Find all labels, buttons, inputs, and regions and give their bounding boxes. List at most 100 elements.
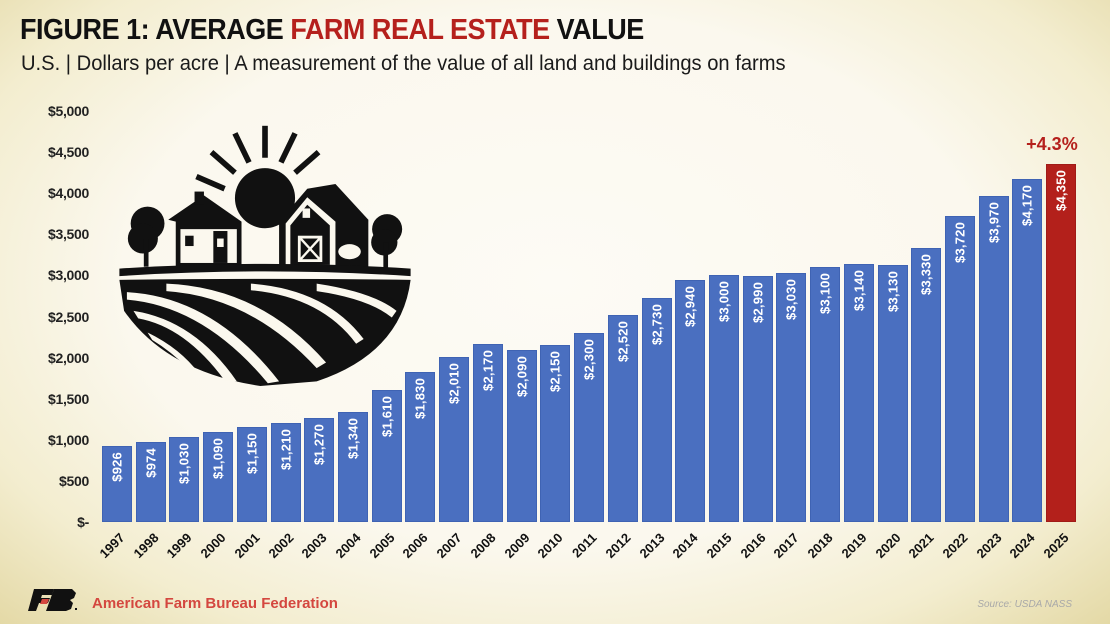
x-tick-label: 2006 xyxy=(400,530,432,562)
bar-value-label: $1,090 xyxy=(210,438,226,480)
bar: $4,170 xyxy=(1012,179,1043,522)
y-tick-label: $1,000 xyxy=(47,431,89,448)
bar-value-label: $1,030 xyxy=(176,443,192,485)
x-tick-label: 2022 xyxy=(939,530,971,562)
x-tick-label: 2014 xyxy=(669,530,701,562)
bar-value-label: $3,720 xyxy=(952,222,968,264)
bar-value-label: $1,270 xyxy=(311,423,327,465)
x-tick-label: 2004 xyxy=(332,530,364,562)
bar: $2,940 xyxy=(675,280,706,522)
bar-value-label: $974 xyxy=(143,447,159,478)
bar-value-label: $2,300 xyxy=(581,338,597,380)
bar: $1,830 xyxy=(405,371,436,522)
afbf-logo-icon xyxy=(28,589,77,611)
bar-value-label: $4,350 xyxy=(1053,170,1069,212)
title-accent: FARM REAL ESTATE xyxy=(290,14,550,46)
y-tick-label: $2,000 xyxy=(47,349,89,366)
x-tick-label: 2000 xyxy=(197,530,229,562)
bar: $2,010 xyxy=(439,356,470,522)
bar-value-label: $2,150 xyxy=(547,351,563,393)
x-tick-label: 2008 xyxy=(467,530,499,562)
bar: $2,090 xyxy=(506,350,537,522)
title-suffix: VALUE xyxy=(549,14,645,46)
bar-value-label: $3,970 xyxy=(986,201,1002,243)
x-tick-label: 2013 xyxy=(636,530,668,562)
bar-value-label: $2,010 xyxy=(446,362,462,404)
x-tick-label: 2025 xyxy=(1040,530,1072,562)
bar: $3,720 xyxy=(945,216,975,522)
bar: $2,730 xyxy=(641,297,672,522)
bar: $2,150 xyxy=(540,345,571,522)
bar-value-label: $3,330 xyxy=(918,254,934,296)
x-tick-label: 2020 xyxy=(872,530,904,562)
x-tick-label: 2003 xyxy=(298,530,330,562)
y-tick-label: $3,500 xyxy=(47,226,89,243)
x-tick-label: 1997 xyxy=(96,530,128,562)
x-tick-label: 1998 xyxy=(130,530,162,562)
x-tick-label: 2019 xyxy=(838,530,870,562)
x-tick-label: 2002 xyxy=(265,530,297,562)
bar-value-label: $2,090 xyxy=(514,356,530,398)
bar: $3,100 xyxy=(810,267,841,522)
bar: $1,340 xyxy=(338,411,369,522)
bar-value-label: $3,100 xyxy=(817,273,833,315)
bar: $3,130 xyxy=(877,264,908,522)
source-note: Source: USDA NASS xyxy=(977,599,1072,610)
bar-value-label: $926 xyxy=(109,451,125,482)
bar-value-label: $2,520 xyxy=(615,320,631,362)
bar-value-label: $1,150 xyxy=(244,433,260,475)
bar: $3,970 xyxy=(978,195,1009,522)
bar-highlight: $4,350 xyxy=(1046,164,1077,522)
bar-value-label: $1,340 xyxy=(345,417,361,459)
x-tick-label: 2023 xyxy=(973,530,1005,562)
bar: $2,990 xyxy=(742,276,773,522)
bar: $926 xyxy=(102,445,132,522)
x-tick-label: 2009 xyxy=(501,530,533,562)
farm-landscape-icon xyxy=(119,125,411,387)
y-tick-label: $500 xyxy=(59,472,89,489)
bar-value-label: $4,170 xyxy=(1019,185,1035,227)
bar-value-label: $3,130 xyxy=(885,270,901,312)
bar: $3,030 xyxy=(776,272,807,522)
title-prefix: FIGURE 1: AVERAGE xyxy=(20,14,291,46)
bar: $1,030 xyxy=(169,437,200,522)
bar: $2,520 xyxy=(607,314,638,522)
organization-name: American Farm Bureau Federation xyxy=(92,595,338,612)
bar: $1,210 xyxy=(270,422,301,522)
x-tick-label: 2012 xyxy=(602,530,634,562)
x-tick-label: 2005 xyxy=(366,530,398,562)
bar-value-label: $1,210 xyxy=(278,428,294,470)
bar-value-label: $3,030 xyxy=(783,278,799,320)
y-tick-label: $4,500 xyxy=(47,144,89,161)
x-tick-label: 2011 xyxy=(569,530,600,561)
bar-value-label: $2,990 xyxy=(750,282,766,324)
bar-value-label: $3,140 xyxy=(851,269,867,311)
y-tick-label: $3,000 xyxy=(47,267,89,284)
y-tick-label: $2,500 xyxy=(47,308,89,325)
x-tick-label: 2010 xyxy=(534,530,566,562)
y-tick-label: $- xyxy=(77,514,89,530)
x-tick-label: 1999 xyxy=(163,530,196,562)
x-tick-label: 2007 xyxy=(433,530,465,562)
bar: $2,170 xyxy=(472,343,503,522)
growth-annotation: +4.3% xyxy=(1026,134,1078,155)
bar: $1,090 xyxy=(203,432,234,522)
bar: $3,140 xyxy=(843,263,874,522)
bar-value-label: $2,170 xyxy=(480,349,496,391)
chart-subtitle: U.S. | Dollars per acre | A measurement … xyxy=(21,52,786,75)
x-tick-label: 2015 xyxy=(703,530,735,562)
bar: $1,270 xyxy=(304,417,335,522)
bar: $2,300 xyxy=(574,332,605,522)
x-tick-label: 2021 xyxy=(905,530,937,562)
bar-value-label: $2,730 xyxy=(649,303,665,345)
x-tick-label: 2018 xyxy=(804,530,836,562)
bar: $974 xyxy=(135,441,166,522)
bar-value-label: $2,940 xyxy=(682,286,698,328)
bar: $3,000 xyxy=(708,275,739,522)
x-tick-label: 2017 xyxy=(770,530,802,562)
y-tick-label: $4,000 xyxy=(47,185,89,202)
bar-value-label: $3,000 xyxy=(716,281,732,323)
x-tick-label: 2016 xyxy=(737,530,769,562)
y-tick-label: $1,500 xyxy=(47,390,89,407)
bar: $3,330 xyxy=(911,248,942,522)
